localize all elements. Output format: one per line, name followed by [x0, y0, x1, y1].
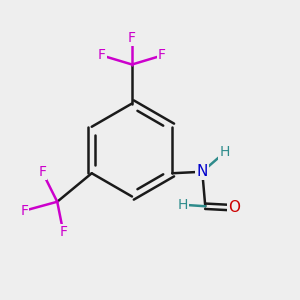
Text: F: F: [128, 31, 136, 44]
Text: F: F: [158, 49, 166, 62]
Text: F: F: [20, 204, 28, 218]
Text: F: F: [38, 165, 46, 179]
Text: F: F: [98, 49, 106, 62]
Text: N: N: [196, 164, 208, 179]
Text: H: H: [220, 145, 230, 159]
Text: H: H: [178, 198, 188, 212]
Text: F: F: [59, 225, 67, 239]
Text: O: O: [228, 200, 240, 215]
